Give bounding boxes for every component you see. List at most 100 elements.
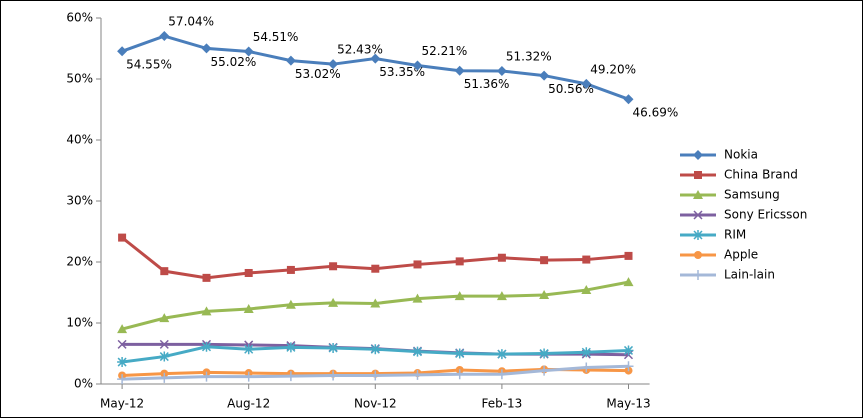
legend-label: RIM bbox=[724, 228, 746, 242]
marker bbox=[159, 339, 169, 349]
marker bbox=[623, 94, 634, 105]
marker bbox=[694, 171, 702, 179]
marker bbox=[496, 369, 507, 380]
marker bbox=[328, 59, 339, 70]
marker bbox=[693, 150, 703, 160]
marker bbox=[412, 346, 423, 357]
marker bbox=[243, 46, 254, 57]
marker bbox=[496, 65, 507, 76]
marker bbox=[285, 342, 296, 353]
marker bbox=[693, 270, 703, 280]
marker bbox=[496, 349, 507, 360]
marker bbox=[117, 339, 127, 349]
y-tick-label: 30% bbox=[66, 194, 93, 208]
legend-label: China Brand bbox=[724, 168, 798, 182]
marker bbox=[370, 53, 381, 64]
marker bbox=[693, 190, 703, 199]
data-label: 50.56% bbox=[548, 82, 594, 96]
data-label: 46.69% bbox=[633, 106, 679, 120]
marker bbox=[243, 371, 254, 382]
marker bbox=[581, 78, 592, 89]
marker bbox=[328, 370, 339, 381]
marker bbox=[202, 273, 211, 282]
marker bbox=[454, 348, 465, 359]
marker bbox=[159, 372, 170, 383]
marker bbox=[539, 348, 550, 359]
marker bbox=[539, 70, 550, 81]
marker bbox=[201, 341, 212, 352]
marker bbox=[581, 285, 592, 295]
data-label: 54.51% bbox=[253, 30, 299, 44]
marker bbox=[370, 370, 381, 381]
marker bbox=[454, 369, 465, 380]
x-tick-label: May-12 bbox=[100, 397, 144, 411]
data-label: 51.36% bbox=[464, 77, 510, 91]
marker bbox=[243, 303, 254, 313]
marker bbox=[286, 265, 295, 274]
y-tick-label: 20% bbox=[66, 255, 93, 269]
marker bbox=[243, 344, 254, 355]
data-label: 57.04% bbox=[168, 15, 214, 29]
data-label: 53.02% bbox=[295, 67, 341, 81]
marker bbox=[412, 60, 423, 71]
y-tick-label: 40% bbox=[66, 133, 93, 147]
marker bbox=[328, 343, 339, 354]
marker bbox=[454, 291, 465, 301]
marker bbox=[623, 361, 634, 372]
marker bbox=[244, 268, 253, 277]
marker bbox=[454, 65, 465, 76]
marker bbox=[201, 371, 212, 382]
y-tick-label: 10% bbox=[66, 316, 93, 330]
legend-label: Nokia bbox=[724, 148, 758, 162]
x-tick-label: Aug-12 bbox=[227, 397, 270, 411]
data-label: 52.43% bbox=[337, 43, 383, 57]
data-label: 52.21% bbox=[422, 44, 468, 58]
marker bbox=[623, 277, 634, 287]
marker bbox=[539, 289, 550, 299]
marker bbox=[370, 344, 381, 355]
legend-label: Apple bbox=[724, 248, 758, 262]
data-label: 53.35% bbox=[379, 65, 425, 79]
legend-label: Lain-lain bbox=[724, 268, 775, 282]
y-tick-label: 0% bbox=[74, 377, 93, 391]
marker bbox=[496, 291, 507, 301]
marker bbox=[412, 369, 423, 380]
marker bbox=[413, 260, 422, 269]
marker bbox=[329, 262, 338, 271]
y-tick-label: 60% bbox=[66, 11, 93, 25]
legend-label: Samsung bbox=[724, 188, 780, 202]
x-tick-label: May-13 bbox=[606, 397, 650, 411]
marker bbox=[623, 345, 634, 356]
marker bbox=[624, 251, 633, 260]
marker bbox=[693, 230, 703, 240]
marker bbox=[159, 31, 170, 42]
marker bbox=[370, 298, 381, 308]
data-label: 55.02% bbox=[211, 55, 257, 69]
marker bbox=[160, 267, 169, 276]
marker bbox=[581, 362, 592, 373]
marker bbox=[328, 297, 339, 307]
y-tick-label: 50% bbox=[66, 72, 93, 86]
marker bbox=[117, 357, 128, 368]
data-label: 49.20% bbox=[590, 62, 636, 76]
marker bbox=[540, 256, 549, 265]
marker bbox=[117, 324, 128, 334]
marker bbox=[118, 233, 127, 242]
marker bbox=[412, 293, 423, 303]
marker bbox=[159, 313, 170, 323]
legend-label: Sony Ericsson bbox=[724, 208, 807, 222]
marker bbox=[117, 374, 128, 385]
marker bbox=[539, 365, 550, 376]
marker bbox=[455, 257, 464, 266]
marker bbox=[201, 306, 212, 316]
marker bbox=[371, 264, 380, 273]
marker bbox=[159, 351, 170, 362]
marker bbox=[285, 55, 296, 66]
marker bbox=[285, 299, 296, 309]
data-label: 51.32% bbox=[506, 49, 552, 63]
data-label: 54.55% bbox=[126, 58, 172, 72]
marker bbox=[694, 251, 702, 259]
marker bbox=[693, 210, 703, 220]
